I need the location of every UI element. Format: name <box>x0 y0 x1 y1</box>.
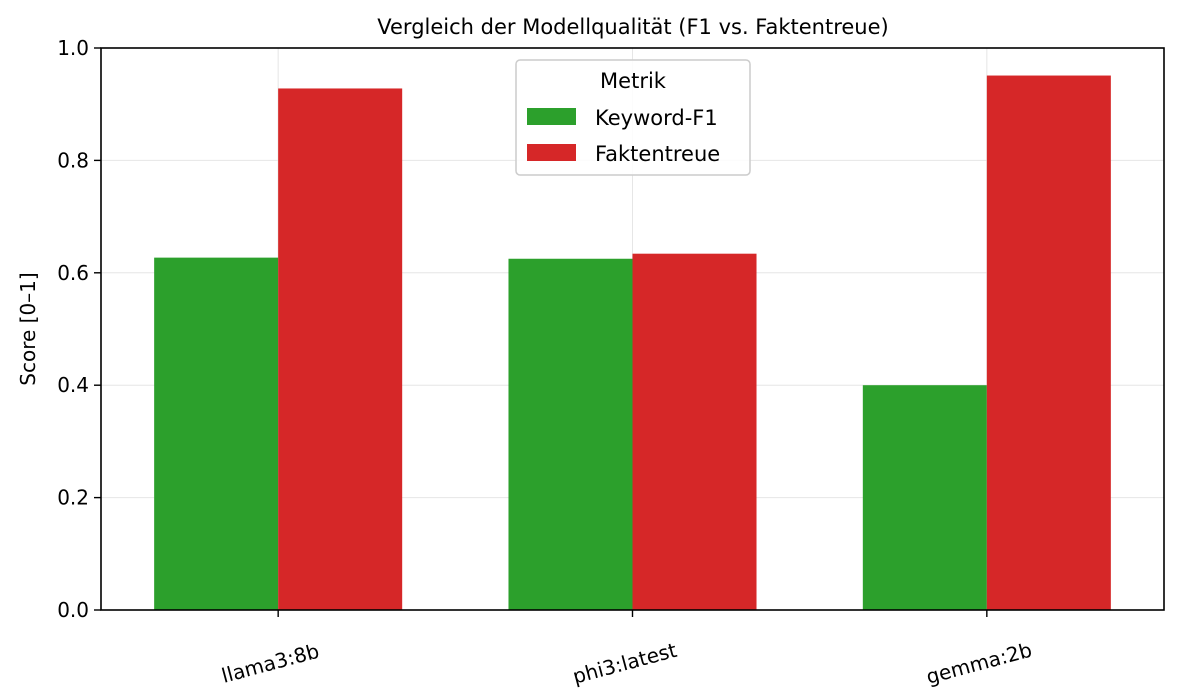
bar-keyword-f1-llama3-8b <box>154 257 279 610</box>
x-tick-label: phi3:latest <box>570 638 679 689</box>
x-tick-label: llama3:8b <box>219 639 322 688</box>
bar-keyword-f1-phi3-latest <box>508 258 633 610</box>
x-tick-label: gemma:2b <box>924 638 1035 689</box>
y-tick-label: 0.4 <box>57 373 89 397</box>
legend-title: Metrik <box>600 69 667 93</box>
legend-entries: Keyword-F1 Faktentreue <box>527 106 720 166</box>
chart-title: Vergleich der Modellqualität (F1 vs. Fak… <box>377 15 888 39</box>
bar-faktentreue-phi3-latest <box>632 253 757 610</box>
legend-swatch <box>527 108 576 125</box>
y-axis: 0.0 0.2 0.4 0.6 0.8 1.0 <box>57 36 101 622</box>
legend: Metrik Keyword-F1 Faktentreue <box>515 59 751 176</box>
y-axis-title: Score [0–1] <box>16 272 40 385</box>
y-tick-label: 1.0 <box>57 36 89 60</box>
x-axis: llama3:8b phi3:latest gemma:2b <box>219 610 1035 689</box>
y-tick-label: 0.2 <box>57 486 89 510</box>
legend-swatch <box>527 144 576 161</box>
y-tick-label: 0.6 <box>57 261 89 285</box>
bar-keyword-f1-gemma-2b <box>862 385 987 610</box>
y-tick-label: 0.0 <box>57 598 89 622</box>
y-tick-label: 0.8 <box>57 148 89 172</box>
bars <box>154 75 1111 611</box>
legend-label: Keyword-F1 <box>595 106 718 130</box>
bar-faktentreue-llama3-8b <box>278 88 403 611</box>
legend-label: Faktentreue <box>595 142 720 166</box>
bar-faktentreue-gemma-2b <box>986 75 1111 610</box>
